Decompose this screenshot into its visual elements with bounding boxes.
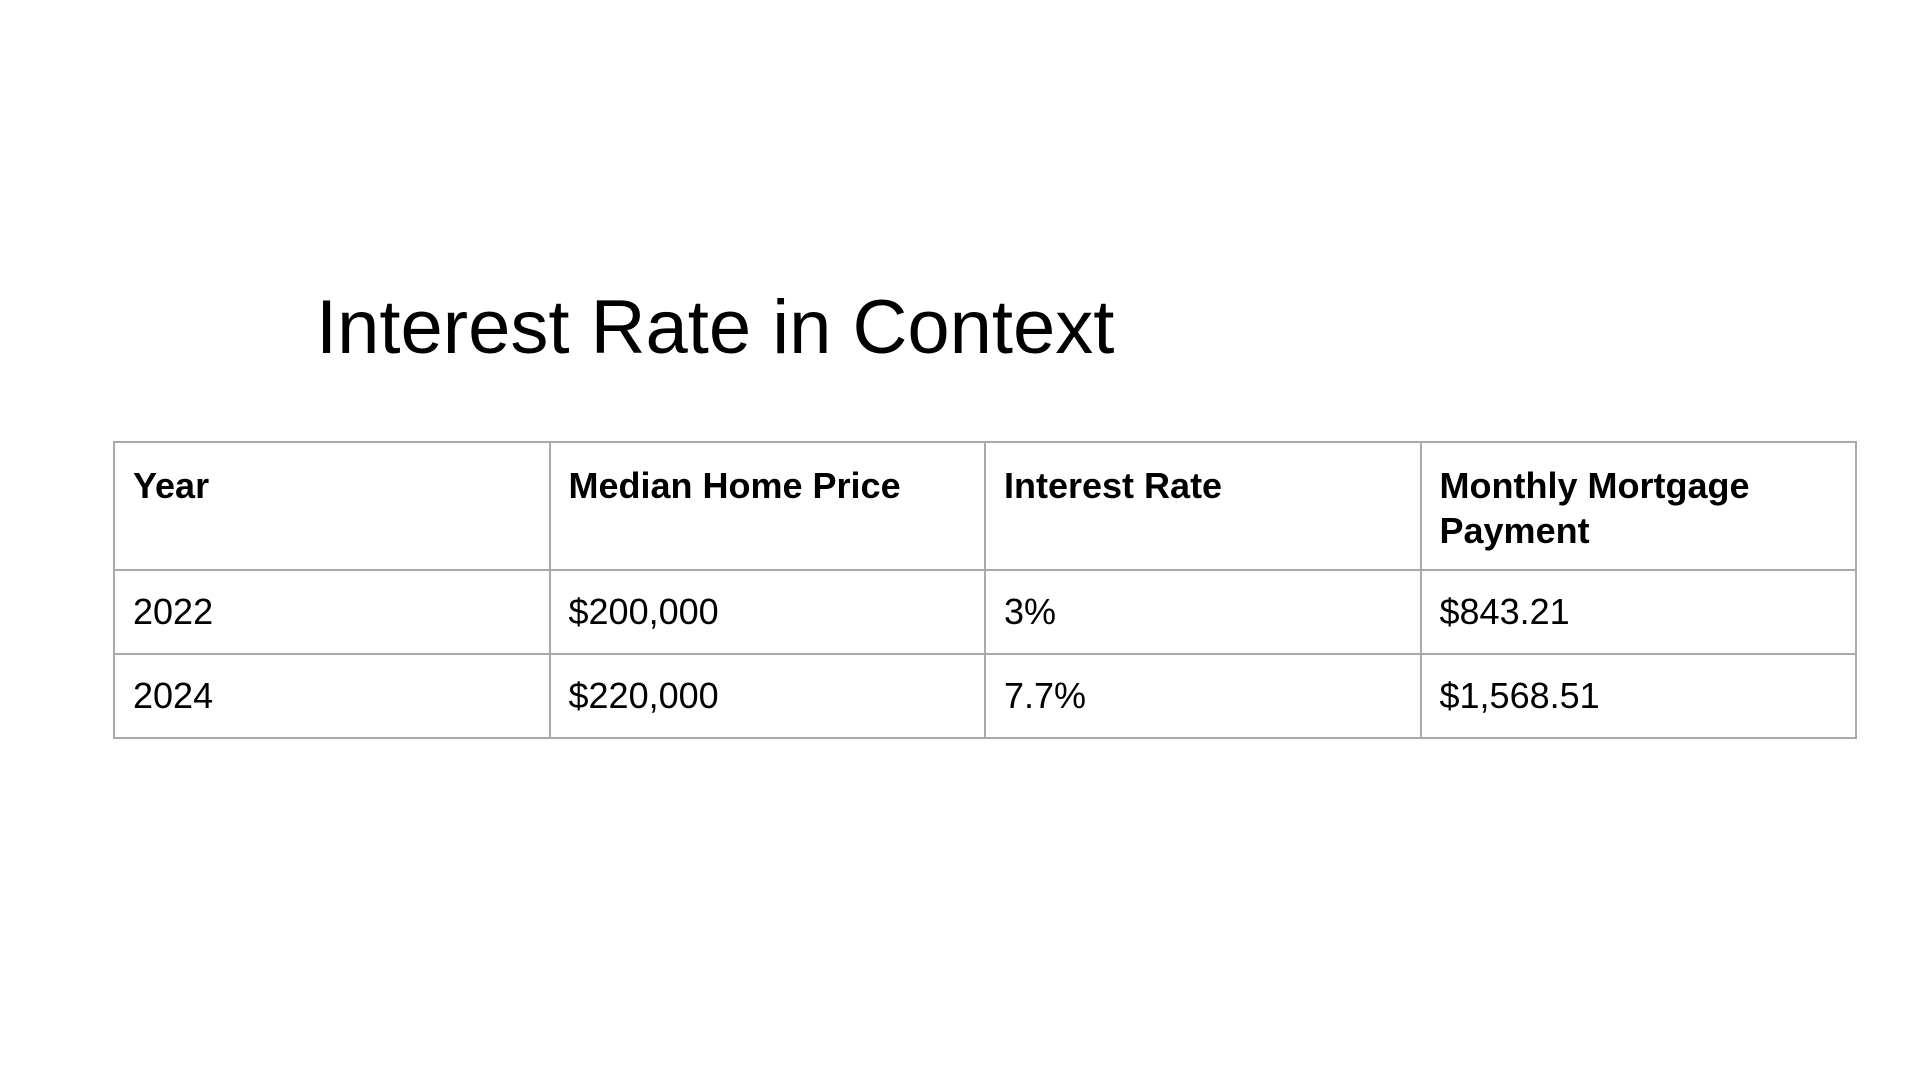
cell-year: 2024: [113, 653, 551, 739]
table-header-row: Year Median Home Price Interest Rate Mon…: [113, 441, 1857, 571]
cell-interest-rate: 7.7%: [984, 653, 1422, 739]
cell-interest-rate: 3%: [984, 569, 1422, 655]
cell-median-home-price: $200,000: [548, 569, 986, 655]
cell-median-home-price: $220,000: [548, 653, 986, 739]
cell-monthly-mortgage-payment: $1,568.51: [1419, 653, 1857, 739]
header-monthly-mortgage-payment: Monthly Mortgage Payment: [1419, 441, 1857, 571]
slide-title: Interest Rate in Context: [316, 285, 1115, 370]
interest-rate-table: Year Median Home Price Interest Rate Mon…: [113, 441, 1857, 739]
header-median-home-price: Median Home Price: [548, 441, 986, 571]
table-row: 2022 $200,000 3% $843.21: [113, 569, 1857, 655]
header-interest-rate: Interest Rate: [984, 441, 1422, 571]
header-year: Year: [113, 441, 551, 571]
cell-monthly-mortgage-payment: $843.21: [1419, 569, 1857, 655]
cell-year: 2022: [113, 569, 551, 655]
table-row: 2024 $220,000 7.7% $1,568.51: [113, 653, 1857, 739]
